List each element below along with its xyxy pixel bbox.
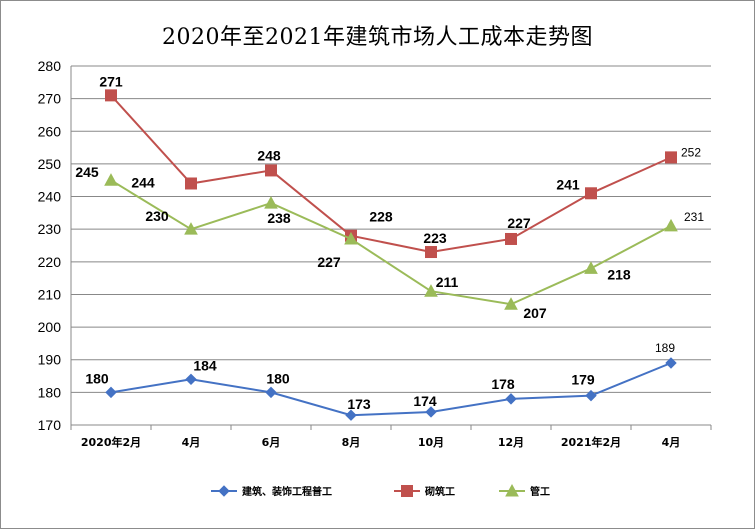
data-label: 218 — [607, 266, 631, 282]
y-tick-label: 220 — [38, 254, 62, 270]
data-label: 178 — [491, 376, 515, 392]
series-1-point — [425, 246, 437, 259]
legend-marker-2 — [505, 483, 519, 497]
x-tick-label: 6月 — [262, 436, 281, 449]
data-label: 248 — [257, 147, 281, 163]
x-tick-label: 10月 — [418, 436, 444, 449]
x-tick-label: 2020年2月 — [81, 435, 141, 449]
x-tick-label: 2021年2月 — [561, 435, 621, 449]
data-label: 180 — [266, 370, 290, 386]
y-tick-label: 210 — [38, 286, 62, 302]
series-0-point — [585, 389, 597, 402]
legend-marker-0 — [218, 485, 230, 497]
data-label: 189 — [655, 341, 675, 355]
series-2-point — [104, 173, 118, 186]
series-1-point — [585, 187, 597, 200]
series-1-point — [265, 164, 277, 177]
series-2-point — [504, 297, 518, 310]
data-label: 241 — [556, 176, 580, 192]
series-2-point — [344, 231, 358, 245]
chart-title: 2020年至2021年建筑市场人工成本走势图 — [162, 25, 593, 50]
series-2-point — [264, 196, 278, 209]
y-tick-label: 230 — [38, 221, 62, 237]
data-label: 211 — [436, 274, 459, 290]
data-label: 227 — [317, 254, 341, 270]
x-tick-label: 8月 — [342, 436, 361, 449]
data-label: 207 — [523, 305, 547, 321]
y-tick-label: 270 — [38, 91, 62, 107]
data-label: 228 — [369, 209, 393, 225]
data-label: 244 — [131, 174, 155, 190]
data-label: 231 — [684, 210, 704, 224]
data-label: 238 — [267, 210, 291, 226]
series-2-point — [184, 222, 198, 235]
series-1-point — [185, 177, 197, 190]
y-tick-label: 190 — [38, 352, 62, 368]
series-0-point — [105, 386, 117, 399]
series-0-point — [265, 386, 277, 399]
y-tick-label: 180 — [38, 384, 62, 400]
data-label: 179 — [571, 372, 595, 388]
data-label: 184 — [193, 357, 217, 373]
data-label: 180 — [85, 370, 109, 386]
series-1-point — [105, 89, 117, 102]
series-1-point — [505, 232, 517, 245]
series-line-0 — [110, 362, 672, 417]
series-0-point — [505, 393, 517, 405]
y-tick-label: 250 — [38, 156, 62, 172]
data-label: 252 — [681, 145, 701, 159]
x-tick-label: 4月 — [662, 436, 681, 449]
data-label: 173 — [347, 396, 371, 412]
y-tick-label: 200 — [38, 319, 62, 335]
data-label: 245 — [75, 164, 99, 180]
series-0-point — [185, 373, 197, 386]
data-label: 271 — [99, 73, 123, 89]
series-0-point — [345, 409, 357, 421]
series-2-point — [664, 218, 678, 232]
series-0-point — [665, 357, 677, 369]
x-tick-label: 12月 — [498, 436, 524, 449]
y-tick-label: 280 — [38, 58, 62, 74]
data-label: 227 — [507, 215, 531, 231]
series-1-point — [665, 151, 677, 164]
data-label: 174 — [413, 393, 437, 409]
series-2-point — [424, 284, 438, 297]
y-tick-label: 170 — [38, 417, 62, 433]
x-tick-label: 4月 — [182, 436, 201, 449]
legend-marker-1 — [401, 485, 413, 497]
data-label: 230 — [145, 208, 169, 224]
series-line-1 — [110, 94, 672, 254]
y-tick-label: 260 — [38, 123, 62, 139]
series-0-point — [425, 406, 437, 418]
legend-label: 管工 — [530, 485, 550, 498]
data-label: 223 — [423, 230, 447, 246]
y-tick-label: 240 — [38, 189, 62, 205]
series-2-point — [584, 261, 598, 274]
legend-label: 建筑、装饰工程普工 — [241, 485, 332, 498]
legend-label: 砌筑工 — [424, 485, 455, 498]
series-line-2 — [110, 179, 672, 306]
